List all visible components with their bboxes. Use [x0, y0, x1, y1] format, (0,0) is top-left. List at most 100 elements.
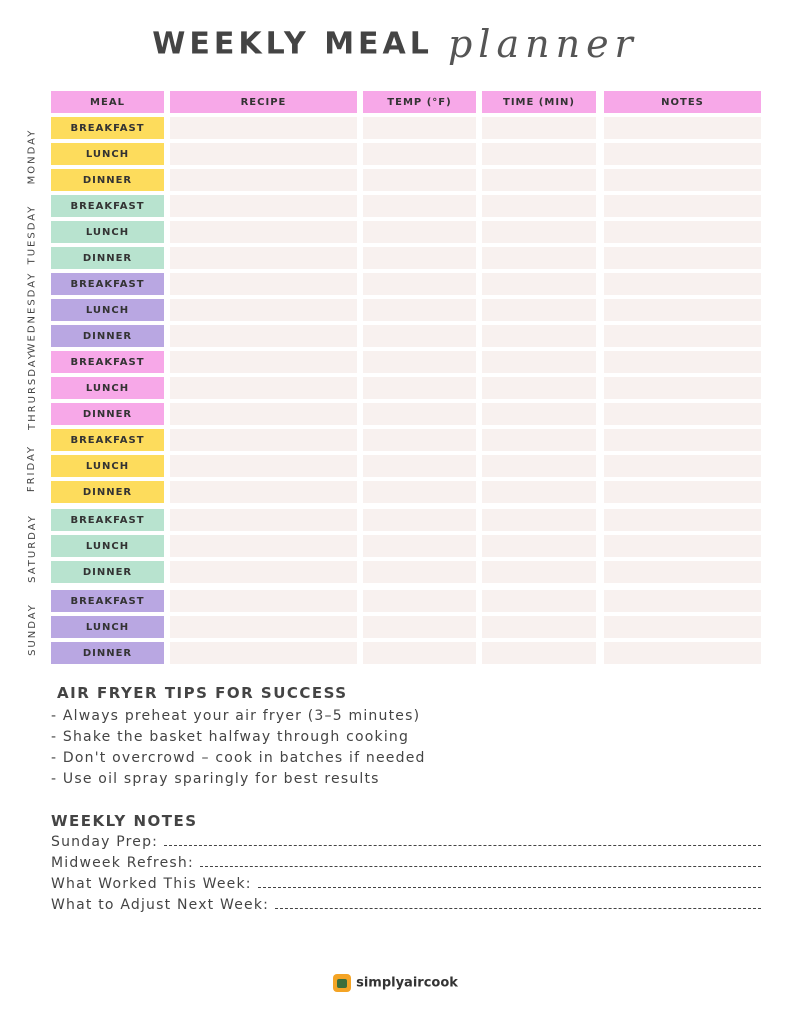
temp-cell[interactable] — [363, 247, 476, 269]
recipe-cell[interactable] — [170, 455, 357, 477]
temp-cell[interactable] — [363, 169, 476, 191]
recipe-cell[interactable] — [170, 535, 357, 557]
temp-cell[interactable] — [363, 299, 476, 321]
time-cell[interactable] — [482, 481, 596, 503]
meal-label: LUNCH — [51, 616, 164, 638]
notes-cell[interactable] — [604, 509, 761, 531]
temp-cell[interactable] — [363, 195, 476, 217]
time-cell[interactable] — [482, 377, 596, 399]
temp-cell[interactable] — [363, 455, 476, 477]
recipe-cell[interactable] — [170, 561, 357, 583]
recipe-cell[interactable] — [170, 642, 357, 664]
time-cell[interactable] — [482, 403, 596, 425]
notes-cell[interactable] — [604, 273, 761, 295]
table-row: DINNER — [51, 642, 761, 664]
temp-cell[interactable] — [363, 535, 476, 557]
notes-cell[interactable] — [604, 377, 761, 399]
table-row: DINNER — [51, 561, 761, 583]
time-cell[interactable] — [482, 195, 596, 217]
recipe-cell[interactable] — [170, 221, 357, 243]
notes-cell[interactable] — [604, 351, 761, 373]
time-cell[interactable] — [482, 117, 596, 139]
notes-cell[interactable] — [604, 143, 761, 165]
recipe-cell[interactable] — [170, 509, 357, 531]
temp-cell[interactable] — [363, 143, 476, 165]
recipe-cell[interactable] — [170, 299, 357, 321]
time-cell[interactable] — [482, 429, 596, 451]
note-write-line[interactable] — [199, 854, 761, 867]
time-cell[interactable] — [482, 509, 596, 531]
time-cell[interactable] — [482, 351, 596, 373]
table-row: LUNCH — [51, 616, 761, 638]
temp-cell[interactable] — [363, 221, 476, 243]
temp-cell[interactable] — [363, 590, 476, 612]
temp-cell[interactable] — [363, 325, 476, 347]
time-cell[interactable] — [482, 325, 596, 347]
note-write-line[interactable] — [164, 833, 761, 846]
notes-cell[interactable] — [604, 590, 761, 612]
temp-cell[interactable] — [363, 616, 476, 638]
recipe-cell[interactable] — [170, 351, 357, 373]
weekly-notes-title: WEEKLY NOTES — [51, 812, 198, 830]
notes-cell[interactable] — [604, 481, 761, 503]
time-cell[interactable] — [482, 273, 596, 295]
time-cell[interactable] — [482, 143, 596, 165]
recipe-cell[interactable] — [170, 616, 357, 638]
temp-cell[interactable] — [363, 561, 476, 583]
note-line: Midweek Refresh: — [51, 853, 761, 874]
recipe-cell[interactable] — [170, 403, 357, 425]
time-cell[interactable] — [482, 561, 596, 583]
recipe-cell[interactable] — [170, 429, 357, 451]
temp-cell[interactable] — [363, 642, 476, 664]
recipe-cell[interactable] — [170, 247, 357, 269]
notes-cell[interactable] — [604, 221, 761, 243]
notes-cell[interactable] — [604, 616, 761, 638]
recipe-cell[interactable] — [170, 143, 357, 165]
notes-cell[interactable] — [604, 169, 761, 191]
notes-cell[interactable] — [604, 403, 761, 425]
recipe-cell[interactable] — [170, 590, 357, 612]
meal-label: LUNCH — [51, 221, 164, 243]
note-write-line[interactable] — [275, 896, 761, 909]
time-cell[interactable] — [482, 455, 596, 477]
recipe-cell[interactable] — [170, 325, 357, 347]
notes-cell[interactable] — [604, 299, 761, 321]
notes-cell[interactable] — [604, 247, 761, 269]
temp-cell[interactable] — [363, 429, 476, 451]
time-cell[interactable] — [482, 535, 596, 557]
temp-cell[interactable] — [363, 351, 476, 373]
notes-cell[interactable] — [604, 429, 761, 451]
temp-cell[interactable] — [363, 403, 476, 425]
temp-cell[interactable] — [363, 509, 476, 531]
notes-cell[interactable] — [604, 117, 761, 139]
notes-cell[interactable] — [604, 561, 761, 583]
brand-footer: simplyaircook — [0, 974, 791, 992]
notes-cell[interactable] — [604, 195, 761, 217]
time-cell[interactable] — [482, 299, 596, 321]
time-cell[interactable] — [482, 247, 596, 269]
tip-item: - Always preheat your air fryer (3–5 min… — [51, 708, 421, 724]
temp-cell[interactable] — [363, 481, 476, 503]
time-cell[interactable] — [482, 616, 596, 638]
note-write-line[interactable] — [257, 875, 761, 888]
time-cell[interactable] — [482, 590, 596, 612]
meal-label: BREAKFAST — [51, 351, 164, 373]
recipe-cell[interactable] — [170, 195, 357, 217]
recipe-cell[interactable] — [170, 273, 357, 295]
temp-cell[interactable] — [363, 117, 476, 139]
recipe-cell[interactable] — [170, 117, 357, 139]
recipe-cell[interactable] — [170, 169, 357, 191]
temp-cell[interactable] — [363, 377, 476, 399]
notes-cell[interactable] — [604, 325, 761, 347]
recipe-cell[interactable] — [170, 481, 357, 503]
notes-cell[interactable] — [604, 642, 761, 664]
time-cell[interactable] — [482, 221, 596, 243]
temp-cell[interactable] — [363, 273, 476, 295]
notes-cell[interactable] — [604, 535, 761, 557]
time-cell[interactable] — [482, 642, 596, 664]
time-cell[interactable] — [482, 169, 596, 191]
meal-label: BREAKFAST — [51, 117, 164, 139]
notes-cell[interactable] — [604, 455, 761, 477]
recipe-cell[interactable] — [170, 377, 357, 399]
note-label: Sunday Prep: — [51, 834, 159, 850]
